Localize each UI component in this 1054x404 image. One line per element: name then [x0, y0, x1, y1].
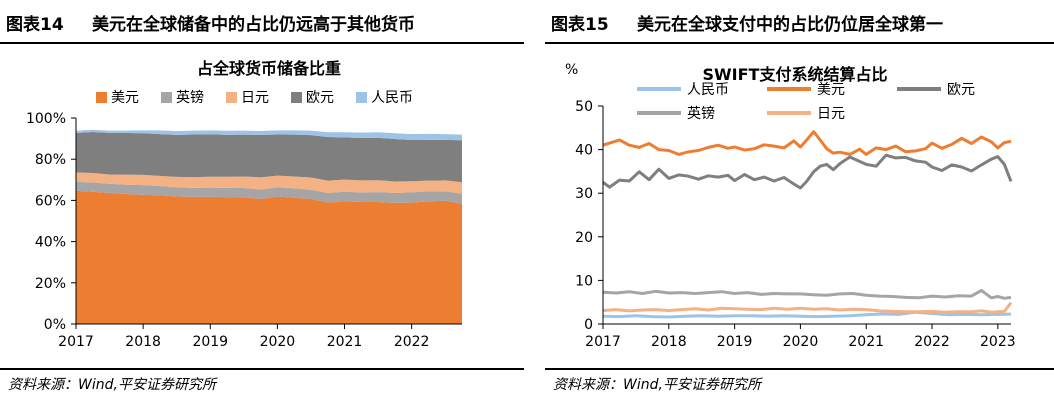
y-tick-label-4: 80%	[35, 152, 66, 168]
legend-label-2: 日元	[241, 90, 269, 106]
y-unit-label: %	[565, 62, 578, 78]
figure-15-footer-rule	[545, 368, 1054, 370]
series-line-0	[602, 310, 1012, 319]
figure-15-panel: 图表15 美元在全球支付中的占比仍位居全球第一 % SWIFT支付系统结算占比 人民…	[545, 0, 1054, 404]
figure-14-source: 资料来源：Wind,平安证券研究所	[8, 377, 216, 393]
x-tick-label-0: 2017	[58, 334, 94, 350]
legend-label-0: 美元	[111, 90, 139, 106]
legend-label-2: 欧元	[947, 82, 975, 98]
figure-14-footer-rule	[0, 368, 524, 370]
chart-title: 占全球货币储备比重	[197, 59, 341, 78]
legend-swatch-3	[291, 92, 302, 103]
y-tick-label-1: 10	[575, 273, 593, 289]
figure-14-header: 图表14 美元在全球储备中的占比仍远高于其他货币	[0, 0, 524, 44]
figure-15-number: 图表15	[551, 15, 609, 35]
y-tick-label-0: 0	[584, 317, 593, 333]
y-tick-label-4: 40	[575, 143, 593, 159]
series-line-3	[602, 288, 1012, 300]
legend-label-1: 英镑	[176, 89, 204, 106]
area-1	[76, 181, 462, 204]
legend-label-1: 美元	[817, 82, 845, 98]
legend-label-3: 欧元	[306, 90, 334, 106]
y-tick-label-2: 20	[575, 230, 593, 246]
legend-swatch-4	[356, 92, 367, 103]
x-tick-label-4: 2021	[848, 334, 884, 350]
x-tick-label-1: 2018	[125, 334, 161, 350]
x-tick-label-1: 2018	[651, 334, 687, 350]
legend-swatch-0	[96, 92, 107, 103]
area-0	[76, 190, 462, 324]
figure-14-number: 图表14	[6, 15, 64, 35]
x-tick-label-5: 2022	[394, 334, 430, 350]
series-line-4	[602, 301, 1013, 314]
y-tick-label-5: 100%	[26, 111, 66, 127]
x-tick-label-4: 2021	[327, 334, 363, 350]
x-tick-label-5: 2022	[914, 334, 950, 350]
legend-label-0: 人民币	[687, 82, 729, 98]
figure-15-title: 美元在全球支付中的占比仍位居全球第一	[637, 15, 943, 35]
x-tick-label-0: 2017	[585, 334, 621, 350]
legend-swatch-2	[226, 92, 237, 103]
x-tick-label-6: 2023	[980, 334, 1016, 350]
figure-14-title: 美元在全球储备中的占比仍远高于其他货币	[92, 15, 415, 35]
legend-label-3: 英镑	[687, 105, 715, 122]
figure-15-header: 图表15 美元在全球支付中的占比仍位居全球第一	[545, 0, 1054, 44]
area-4	[76, 129, 462, 141]
area-3	[76, 132, 462, 183]
x-tick-label-2: 2019	[192, 334, 228, 350]
chart-title: SWIFT支付系统结算占比	[703, 65, 888, 84]
figure-14-panel: 图表14 美元在全球储备中的占比仍远高于其他货币 占全球货币储备比重美元 英镑 日元…	[0, 0, 524, 404]
x-tick-label-2: 2019	[717, 334, 753, 350]
y-tick-label-5: 50	[575, 99, 593, 115]
y-tick-label-0: 0%	[44, 317, 66, 333]
y-tick-label-3: 60%	[35, 193, 66, 209]
x-tick-label-3: 2020	[260, 334, 296, 350]
y-tick-label-1: 20%	[35, 276, 66, 292]
y-tick-label-2: 40%	[35, 235, 66, 251]
legend-label-4: 日元	[817, 106, 845, 122]
series-line-2	[602, 153, 1013, 190]
x-tick-label-3: 2020	[783, 334, 819, 350]
legend-label-4: 人民币	[371, 90, 413, 106]
series-line-1	[602, 130, 1012, 156]
figure-15-source: 资料来源：Wind,平安证券研究所	[553, 377, 761, 393]
y-tick-label-3: 30	[575, 186, 593, 202]
legend-swatch-1	[161, 92, 172, 103]
area-2	[76, 172, 462, 194]
